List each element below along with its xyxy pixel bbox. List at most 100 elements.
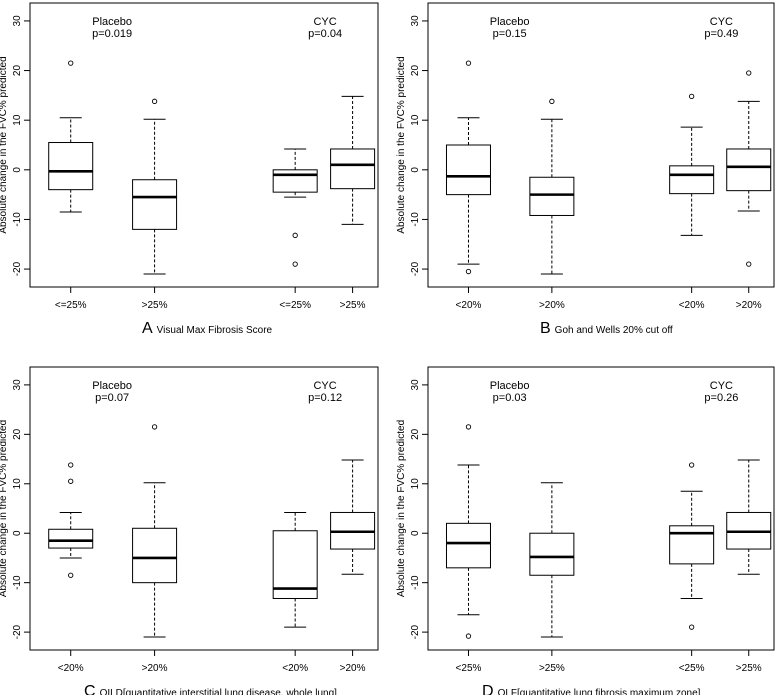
box-iqr <box>726 148 772 192</box>
group-pvalue: p=0.12 <box>308 392 342 404</box>
chart-panel-d: -20 -10 0 10 20 30 Absolute change in the FVC%… <box>396 366 775 695</box>
y-tick-label: -20 <box>410 261 421 276</box>
x-tick-label: <25% <box>456 663 482 674</box>
panel-letter: A <box>142 320 153 337</box>
x-tick-label: <20% <box>282 663 308 674</box>
plot-frame <box>427 2 775 288</box>
group-name: Placebo <box>490 16 530 28</box>
x-tick-label: >25% <box>340 300 366 311</box>
outlier-point <box>465 60 472 66</box>
chart-panel-b: -20 -10 0 10 20 30 Absolute change in the FVC%… <box>396 2 775 337</box>
y-tick-label: -10 <box>12 212 23 227</box>
box-4: >25% <box>726 459 772 674</box>
panel-letter: D <box>482 683 494 695</box>
group-pvalue: p=0.03 <box>493 392 527 404</box>
box-1: <=25% <box>48 60 94 311</box>
y-tick-label: 20 <box>410 65 421 77</box>
outlier-point <box>292 232 298 238</box>
y-axis-label: Absolute change in the FVC% predicted <box>0 420 9 597</box>
panel-letter: C <box>84 683 96 695</box>
panel-description: Visual Max Fibrosis Score <box>157 325 273 336</box>
box-2: >20% <box>529 98 575 311</box>
y-tick-label: 20 <box>12 428 23 440</box>
box-1: <20% <box>48 462 94 674</box>
group-name: Placebo <box>92 380 132 392</box>
box-2: >25% <box>132 98 178 311</box>
y-tick-label: 30 <box>12 15 23 27</box>
group-pvalue: p=0.26 <box>704 392 738 404</box>
outlier-point <box>689 93 695 100</box>
panel-caption: A Visual Max Fibrosis Score <box>142 320 273 337</box>
outlier-point <box>151 424 158 430</box>
group-pvalue: p=0.15 <box>493 28 527 40</box>
x-tick-label: >25% <box>142 300 168 311</box>
outlier-point <box>746 261 752 267</box>
panel-description: Goh and Wells 20% cut off <box>555 325 673 336</box>
group-name: CYC <box>313 380 336 392</box>
box-iqr <box>330 148 376 190</box>
y-tick-label: -20 <box>410 624 421 639</box>
plot-frame <box>29 2 379 288</box>
box-2: >20% <box>132 424 178 674</box>
box-4: >25% <box>330 95 376 311</box>
box-iqr <box>669 525 715 565</box>
box-iqr <box>445 144 491 196</box>
x-tick-label: >20% <box>539 300 565 311</box>
box-iqr <box>48 528 94 549</box>
y-tick-label: 10 <box>12 478 23 490</box>
y-tick-label: 20 <box>410 428 421 440</box>
y-tick-label: 20 <box>12 65 23 77</box>
y-axis-label: Absolute change in the FVC% predicted <box>396 420 407 597</box>
box-1: <25% <box>445 424 491 674</box>
box-3: <20% <box>669 93 715 311</box>
outlier-point <box>746 70 752 76</box>
box-3: <20% <box>272 511 318 674</box>
outlier-point <box>292 261 298 267</box>
outlier-point <box>68 572 74 578</box>
group-pvalue: p=0.019 <box>92 28 132 40</box>
x-tick-label: <=25% <box>279 300 311 311</box>
y-tick-label: 10 <box>410 114 421 126</box>
x-tick-label: <20% <box>679 300 705 311</box>
outlier-point <box>689 462 695 468</box>
outlier-point <box>68 478 74 484</box>
y-tick-label: -20 <box>12 624 23 639</box>
panel-description: QLF[quantitative lung fibrosis maximum z… <box>498 688 701 695</box>
outlier-point <box>689 624 695 630</box>
panel-caption: C QILD[quantitative interstitial lung dis… <box>84 683 337 695</box>
y-tick-label: 10 <box>410 478 421 490</box>
outlier-point <box>465 268 472 275</box>
group-name: CYC <box>313 16 336 28</box>
chart-panel-a: -20 -10 0 10 20 30 Absolute change in the FVC%… <box>0 2 379 337</box>
group-name: CYC <box>710 380 733 392</box>
y-tick-label: 30 <box>410 379 421 391</box>
group-pvalue: p=0.04 <box>308 28 342 40</box>
group-pvalue: p=0.07 <box>95 392 129 404</box>
group-name: Placebo <box>490 380 530 392</box>
x-tick-label: >25% <box>736 663 762 674</box>
x-tick-label: <20% <box>456 300 482 311</box>
y-axis-label: Absolute change in the FVC% predicted <box>0 56 9 233</box>
box-iqr <box>132 179 178 230</box>
plot-frame <box>427 366 775 651</box>
panel-description: QILD[quantitative interstitial lung dise… <box>100 688 338 695</box>
panel-letter: B <box>540 320 551 337</box>
y-tick-label: -10 <box>12 575 23 590</box>
box-3: <=25% <box>272 148 318 311</box>
x-tick-label: >20% <box>142 663 168 674</box>
group-pvalue: p=0.49 <box>704 28 738 40</box>
y-axis-label: Absolute change in the FVC% predicted <box>396 56 407 233</box>
y-tick-label: 30 <box>410 15 421 27</box>
box-iqr <box>272 169 318 193</box>
box-iqr <box>529 176 575 216</box>
x-tick-label: >20% <box>736 300 762 311</box>
panel-caption: D QLF[quantitative lung fibrosis maximum … <box>482 683 701 695</box>
box-iqr <box>48 142 94 191</box>
box-1: <20% <box>445 60 491 311</box>
outlier-point <box>151 98 158 104</box>
y-tick-label: 0 <box>12 167 23 173</box>
box-iqr <box>132 527 178 584</box>
x-tick-label: <20% <box>58 663 84 674</box>
y-tick-label: -20 <box>12 261 23 276</box>
